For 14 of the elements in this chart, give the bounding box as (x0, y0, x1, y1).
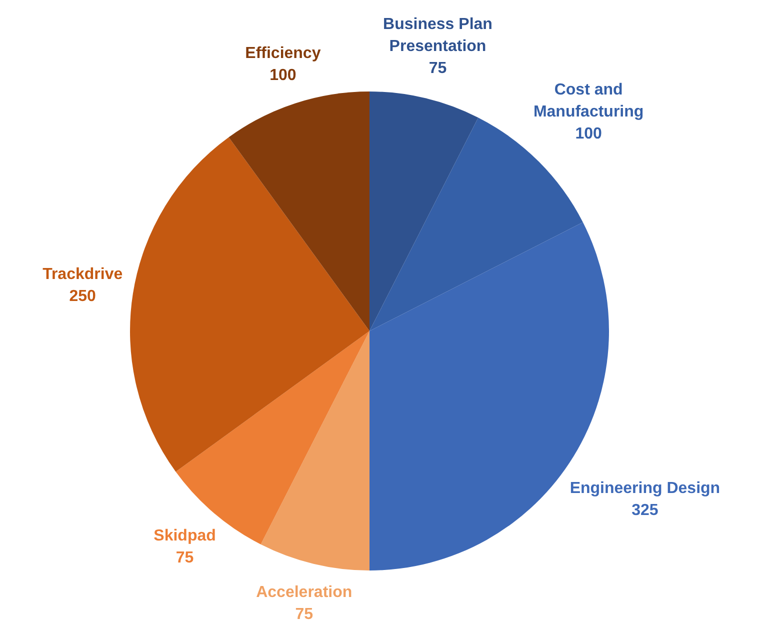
data-label: 75 (295, 606, 314, 623)
slice-label: Trackdrive (42, 266, 123, 283)
slice-label: Cost and Manufacturing (533, 81, 644, 120)
slice-label: Acceleration (256, 584, 352, 601)
data-label: 75 (176, 550, 194, 567)
data-label: 100 (575, 125, 602, 142)
data-label: 75 (428, 60, 447, 78)
slice-label: Business Plan Presentation (383, 16, 492, 56)
data-label: 325 (632, 502, 658, 520)
slice-label: Skidpad (154, 528, 216, 545)
slice-label: Efficiency (245, 45, 321, 62)
slice-label: Engineering Design (570, 480, 720, 498)
data-label: 100 (270, 67, 296, 84)
data-label: 250 (69, 288, 96, 305)
